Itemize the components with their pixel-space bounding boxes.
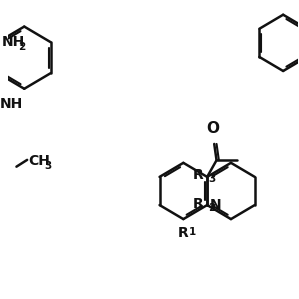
Text: CH: CH <box>29 154 51 168</box>
Text: NH: NH <box>2 34 25 48</box>
Text: 3: 3 <box>44 161 51 171</box>
Text: 2: 2 <box>209 203 216 213</box>
Text: R: R <box>193 167 204 181</box>
Text: 2: 2 <box>18 42 25 51</box>
Text: N: N <box>210 198 221 212</box>
Text: O: O <box>206 120 219 136</box>
Text: R: R <box>193 196 204 210</box>
Text: 3: 3 <box>209 174 216 184</box>
Text: R: R <box>178 226 189 239</box>
Text: NH: NH <box>0 97 23 111</box>
Text: 1: 1 <box>189 227 196 237</box>
